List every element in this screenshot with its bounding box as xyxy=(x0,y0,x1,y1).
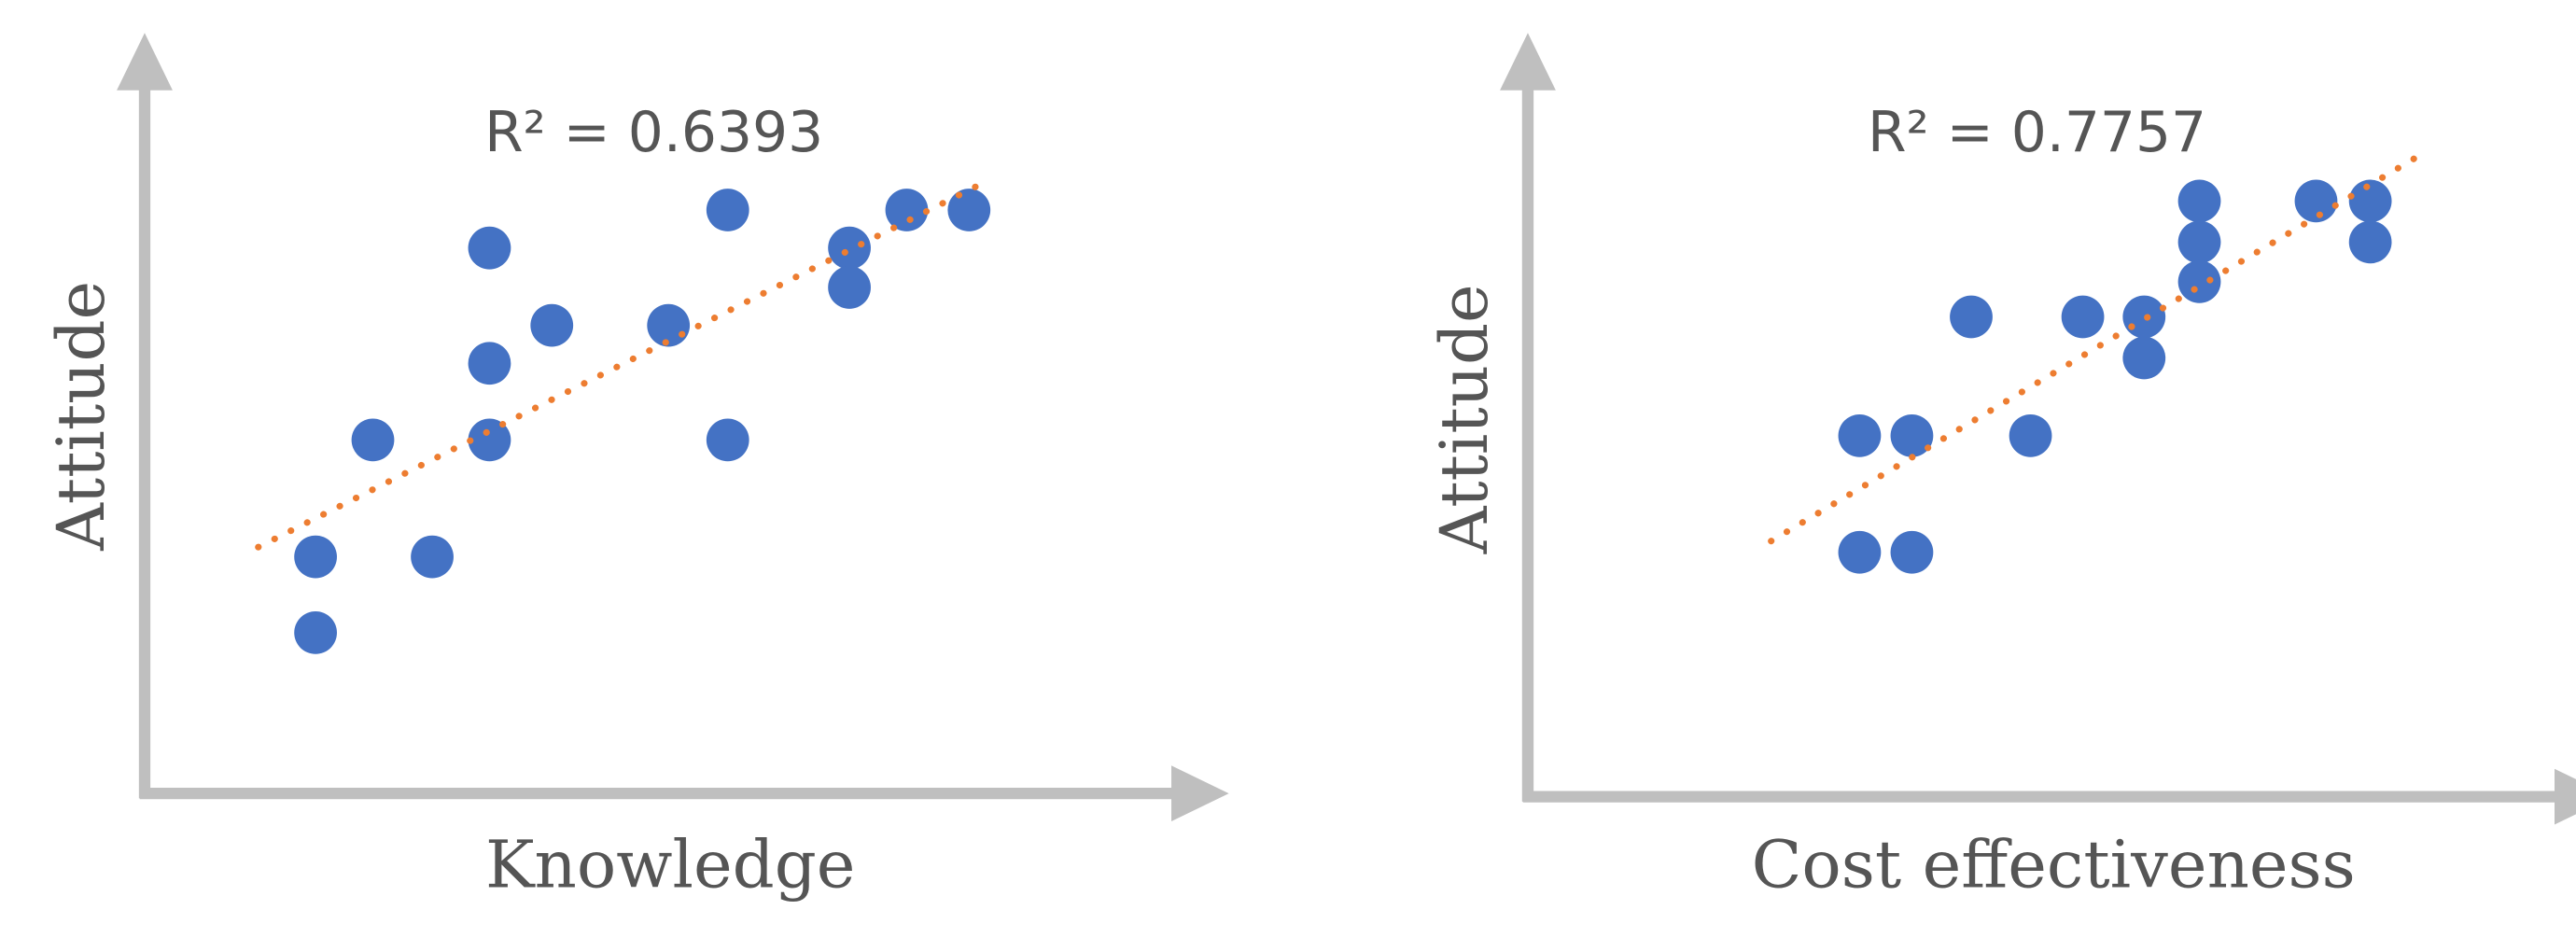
point xyxy=(947,189,991,231)
point xyxy=(468,418,511,462)
point xyxy=(411,535,454,579)
point xyxy=(2294,179,2338,223)
point xyxy=(2009,413,2052,457)
point xyxy=(351,418,395,462)
point xyxy=(1890,413,1934,457)
point xyxy=(1950,295,1993,339)
point xyxy=(468,342,511,385)
x-axis-title: Cost effectiveness xyxy=(1752,826,2356,903)
y-axis-arrow xyxy=(117,33,173,91)
point xyxy=(1838,413,1882,457)
point xyxy=(2177,259,2221,303)
trendline xyxy=(1768,155,2418,545)
y-axis-arrow xyxy=(1500,33,1556,91)
point xyxy=(647,303,691,347)
point xyxy=(828,226,871,270)
point xyxy=(885,189,929,231)
point xyxy=(2122,336,2166,380)
y-axis-title: Attitude xyxy=(43,281,119,552)
x-axis-arrow xyxy=(1171,765,1229,822)
r-squared: R² = 0.7757 xyxy=(1868,100,2206,165)
x-axis-arrow xyxy=(2555,768,2576,825)
r-squared: R² = 0.6393 xyxy=(484,100,823,165)
point xyxy=(468,226,511,270)
point xyxy=(294,535,337,579)
point xyxy=(1838,530,1882,574)
point xyxy=(530,303,574,347)
point xyxy=(2061,295,2105,339)
point xyxy=(2348,220,2392,264)
point xyxy=(2177,179,2221,223)
trendline xyxy=(255,180,985,551)
y-axis-title: Attitude xyxy=(1426,284,1503,554)
point xyxy=(706,189,749,231)
point xyxy=(706,418,749,462)
point xyxy=(2348,179,2392,223)
point xyxy=(1890,530,1934,574)
point xyxy=(294,611,337,654)
x-axis-title: Knowledge xyxy=(485,826,856,903)
point xyxy=(2177,220,2221,264)
point xyxy=(828,266,871,309)
